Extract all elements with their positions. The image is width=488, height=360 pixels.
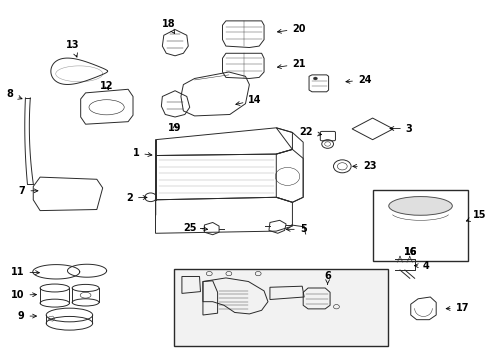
Text: 2: 2 — [126, 193, 147, 203]
Text: 15: 15 — [466, 210, 486, 221]
Text: 22: 22 — [299, 127, 321, 138]
Text: 1: 1 — [132, 148, 152, 158]
Text: 14: 14 — [235, 95, 262, 105]
Text: 19: 19 — [168, 123, 182, 133]
Text: 16: 16 — [403, 247, 417, 257]
Text: 24: 24 — [345, 75, 371, 85]
Text: 7: 7 — [19, 186, 38, 196]
Text: 6: 6 — [324, 271, 330, 284]
Text: 25: 25 — [183, 222, 207, 233]
Text: 20: 20 — [277, 24, 305, 34]
Ellipse shape — [388, 197, 451, 215]
Text: 8: 8 — [7, 89, 22, 99]
Text: 5: 5 — [285, 224, 306, 234]
FancyBboxPatch shape — [173, 269, 387, 346]
Text: 12: 12 — [100, 81, 113, 91]
Text: 4: 4 — [413, 261, 429, 271]
Text: 9: 9 — [18, 311, 37, 321]
Text: 10: 10 — [11, 290, 37, 300]
Text: 23: 23 — [352, 161, 376, 171]
Text: 21: 21 — [277, 59, 305, 69]
Text: 13: 13 — [65, 40, 79, 57]
Text: 3: 3 — [389, 123, 412, 134]
Text: 11: 11 — [11, 267, 40, 277]
Text: 17: 17 — [445, 303, 468, 313]
Text: 16: 16 — [403, 247, 417, 257]
Circle shape — [313, 77, 317, 80]
Text: 18: 18 — [162, 19, 175, 33]
